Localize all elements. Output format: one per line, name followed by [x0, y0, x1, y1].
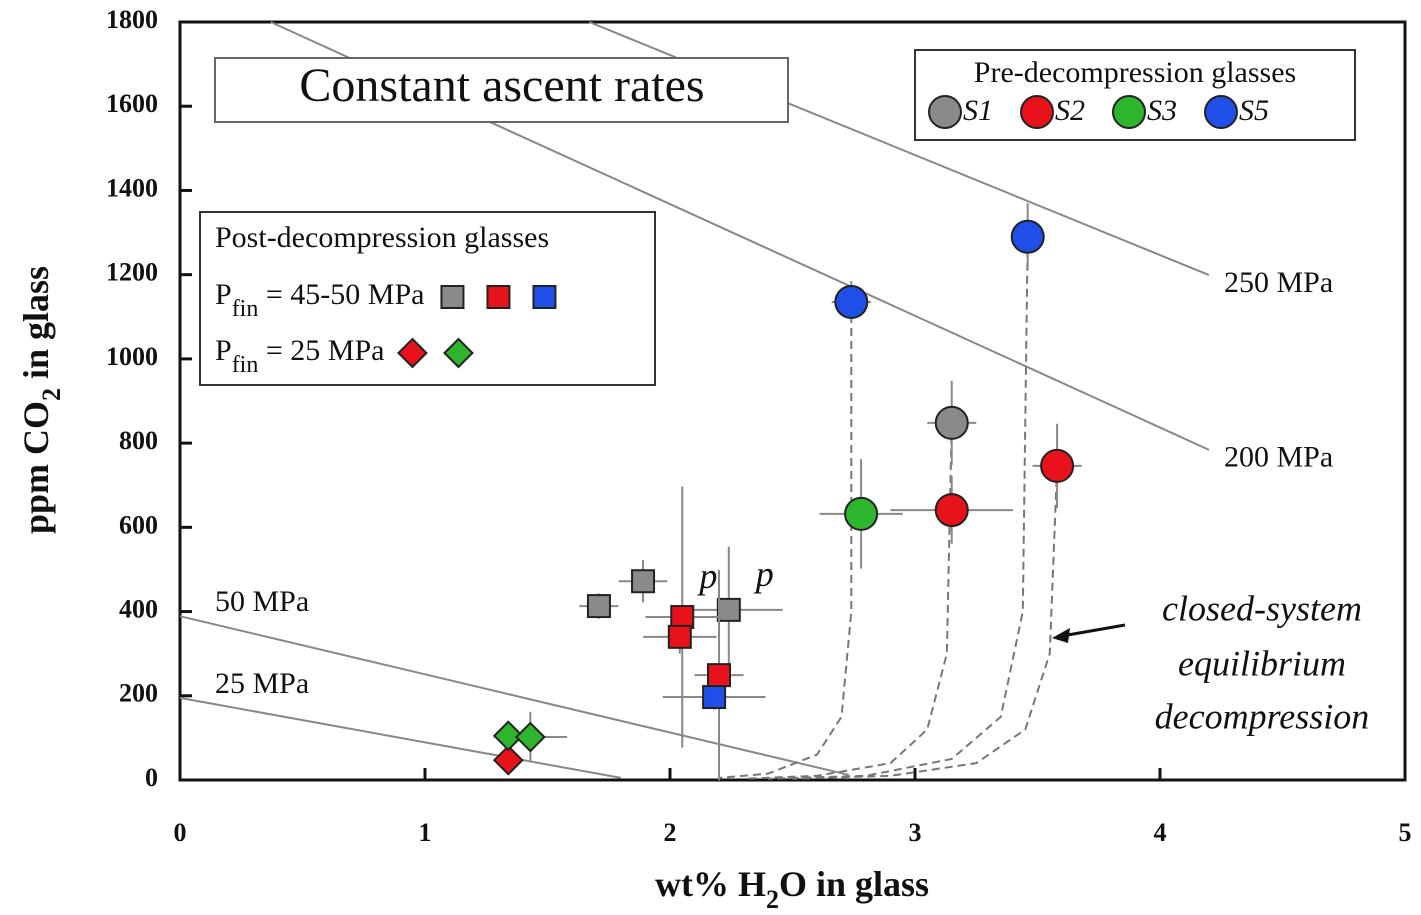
data-point	[667, 624, 692, 649]
y-tick-label: 200	[119, 679, 158, 708]
data-point	[716, 597, 741, 622]
x-tick-label: 4	[1154, 818, 1167, 847]
isobar-label: 200 MPa	[1224, 441, 1333, 474]
data-point	[934, 405, 969, 440]
data-point	[670, 605, 695, 630]
y-tick-label: 0	[145, 763, 158, 792]
y-tick-label: 1800	[106, 5, 158, 34]
annotation-arrow	[1061, 623, 1126, 638]
decompression-path	[792, 465, 1059, 780]
legend-marker	[1020, 95, 1054, 129]
legend-marker	[397, 337, 428, 369]
data-point	[586, 594, 611, 619]
post-legend-box	[199, 211, 656, 386]
legend-marker	[532, 285, 557, 309]
x-tick-label: 1	[419, 818, 432, 847]
isobar	[179, 696, 622, 779]
label-sub: fin	[232, 352, 259, 378]
y-label-part: ppm CO	[16, 401, 56, 534]
data-point	[707, 663, 731, 688]
legend-marker	[486, 285, 511, 309]
title-box	[214, 57, 789, 123]
legend-marker	[928, 95, 962, 129]
legend-marker	[443, 337, 474, 369]
decompression-path	[767, 236, 1029, 780]
x-tick-label: 2	[664, 818, 677, 847]
annotation: closed-system	[1162, 588, 1362, 628]
annotation-arrowhead	[1052, 628, 1070, 643]
post-legend-title: Post-decompression glasses	[215, 221, 549, 254]
label-part: P	[215, 278, 232, 311]
annotation: equilibrium	[1178, 643, 1346, 683]
post-legend-label: Pfin = 45-50 MPa	[215, 278, 424, 322]
isobar-label: 50 MPa	[215, 585, 309, 618]
isobar	[179, 615, 850, 776]
legend-title: Pre-decompression glasses	[974, 56, 1296, 89]
data-point	[844, 496, 879, 531]
decompression-path	[743, 422, 953, 780]
x-label-sub: 2	[766, 885, 779, 914]
y-tick-label: 400	[119, 595, 158, 624]
y-axis-label: ppm CO2 in glass	[16, 266, 66, 534]
annotation: decompression	[1155, 696, 1370, 736]
y-tick-label: 800	[119, 426, 158, 455]
isobar-label: 250 MPa	[1224, 266, 1333, 299]
y-tick-label: 600	[119, 510, 158, 539]
x-label-part: O in glass	[779, 864, 929, 904]
point-note: p	[753, 554, 774, 594]
data-point	[492, 720, 524, 752]
data-point	[834, 285, 869, 320]
x-tick-label: 5	[1399, 818, 1412, 847]
point-note: p	[696, 556, 717, 596]
y-tick-label: 1400	[106, 173, 158, 202]
legend-marker	[1112, 95, 1146, 129]
data-point	[631, 569, 656, 594]
label-part: = 25 MPa	[258, 334, 384, 367]
y-label-sub: 2	[37, 388, 66, 401]
legend-marker	[440, 285, 465, 309]
data-point	[934, 493, 969, 528]
legend-label: S2	[1055, 94, 1085, 127]
data-point	[492, 744, 524, 776]
label-part: P	[215, 334, 232, 367]
x-label-part: wt% H	[655, 864, 766, 904]
chart-title: Constant ascent rates	[299, 59, 704, 112]
decompression-path	[718, 302, 853, 779]
legend-marker	[1204, 95, 1238, 129]
legend-label: S1	[963, 94, 993, 127]
y-tick-label: 1000	[106, 342, 158, 371]
y-tick-label: 1200	[106, 258, 158, 287]
data-point	[702, 685, 727, 710]
x-tick-label: 0	[174, 818, 187, 847]
x-axis-label: wt% H2O in glass	[655, 864, 929, 914]
isobar-label: 25 MPa	[215, 667, 309, 700]
plot-frame	[178, 20, 1407, 782]
label-sub: fin	[232, 296, 259, 322]
legend-label: S3	[1147, 94, 1177, 127]
y-label-part: in glass	[16, 266, 56, 388]
post-legend-label: Pfin = 25 MPa	[215, 334, 384, 378]
data-point	[1010, 219, 1045, 254]
y-tick-label: 1600	[106, 89, 158, 118]
x-tick-label: 3	[909, 818, 922, 847]
label-part: = 45-50 MPa	[258, 278, 424, 311]
data-point	[514, 721, 546, 753]
legend-label: S5	[1239, 94, 1269, 127]
data-point	[1040, 448, 1075, 483]
